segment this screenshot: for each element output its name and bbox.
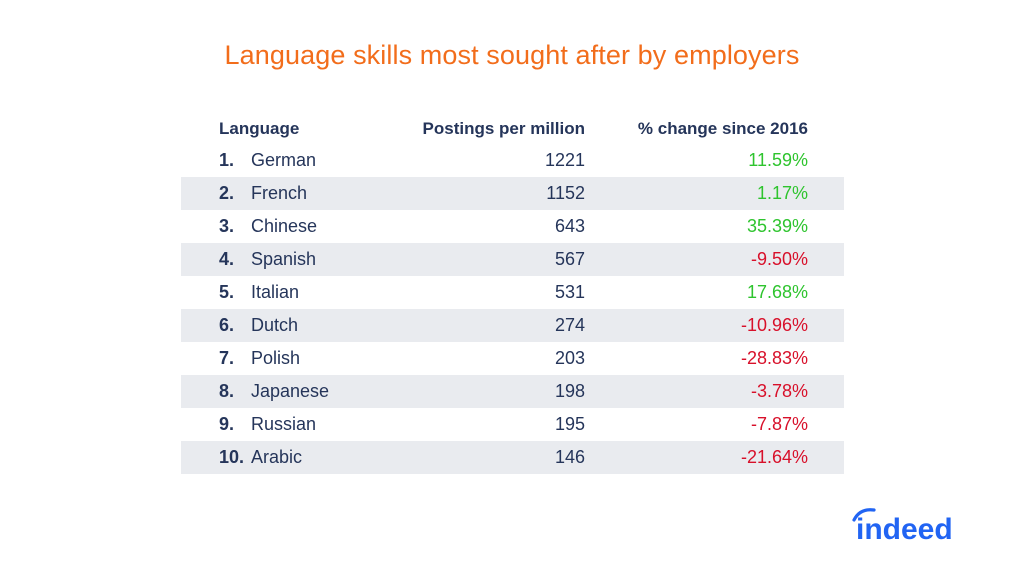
row-change: -7.87% xyxy=(750,414,808,434)
row-change: -21.64% xyxy=(740,447,808,467)
row-language: Chinese xyxy=(251,216,318,236)
row-change: 35.39% xyxy=(746,216,808,236)
header-language: Language xyxy=(219,119,300,138)
table-row: 3. Chinese 643 35.39% xyxy=(181,210,844,243)
row-change: 11.59% xyxy=(748,150,808,170)
table-row: 10. Arabic 146 -21.64% xyxy=(181,441,844,474)
table-header-row: Language Postings per million % change s… xyxy=(181,113,844,144)
table-row: 9. Russian 195 -7.87% xyxy=(181,408,844,441)
row-postings: 195 xyxy=(554,414,585,434)
svg-text:indeed: indeed xyxy=(856,513,953,546)
row-change: -10.96% xyxy=(740,315,808,335)
table-row: 8. Japanese 198 -3.78% xyxy=(181,375,844,408)
table-row: 2. French 1152 1.17% xyxy=(181,177,844,210)
row-language: Dutch xyxy=(251,315,299,335)
row-postings: 198 xyxy=(554,381,585,401)
row-postings: 146 xyxy=(554,447,585,467)
header-postings: Postings per million xyxy=(422,119,585,138)
row-rank: 10. xyxy=(219,447,245,467)
row-postings: 203 xyxy=(554,348,585,368)
row-language: Arabic xyxy=(251,447,303,467)
row-postings: 531 xyxy=(554,282,585,302)
row-rank: 3. xyxy=(219,216,235,236)
row-language: Polish xyxy=(251,348,301,368)
row-rank: 4. xyxy=(219,249,235,269)
table-row: 6. Dutch 274 -10.96% xyxy=(181,309,844,342)
table-row: 1. German 1221 11.59% xyxy=(181,144,844,177)
row-rank: 6. xyxy=(219,315,235,335)
row-rank: 8. xyxy=(219,381,235,401)
row-change: 1.17% xyxy=(756,183,808,203)
table-row: 7. Polish 203 -28.83% xyxy=(181,342,844,375)
row-language: German xyxy=(251,150,317,170)
row-language: Russian xyxy=(251,414,317,434)
row-rank: 2. xyxy=(219,183,235,203)
row-language: Japanese xyxy=(251,381,330,401)
row-postings: 567 xyxy=(554,249,585,269)
row-postings: 1152 xyxy=(546,183,585,203)
row-rank: 1. xyxy=(219,150,235,170)
row-rank: 9. xyxy=(219,414,235,434)
row-change: -28.83% xyxy=(740,348,808,368)
row-change: 17.68% xyxy=(746,282,808,302)
row-postings: 1221 xyxy=(544,150,585,170)
row-language: Italian xyxy=(251,282,300,302)
row-rank: 7. xyxy=(219,348,235,368)
row-rank: 5. xyxy=(219,282,235,302)
language-table: Language Postings per million % change s… xyxy=(181,113,844,474)
chart-title: Language skills most sought after by emp… xyxy=(224,40,800,70)
row-language: French xyxy=(251,183,308,203)
table-row: 4. Spanish 567 -9.50% xyxy=(181,243,844,276)
row-postings: 643 xyxy=(554,216,585,236)
row-postings: 274 xyxy=(554,315,585,335)
row-change: -9.50% xyxy=(750,249,808,269)
row-change: -3.78% xyxy=(750,381,808,401)
row-language: Spanish xyxy=(251,249,317,269)
table-row: 5. Italian 531 17.68% xyxy=(181,276,844,309)
header-change: % change since 2016 xyxy=(637,119,808,138)
indeed-logo-icon: indeed xyxy=(852,506,968,546)
